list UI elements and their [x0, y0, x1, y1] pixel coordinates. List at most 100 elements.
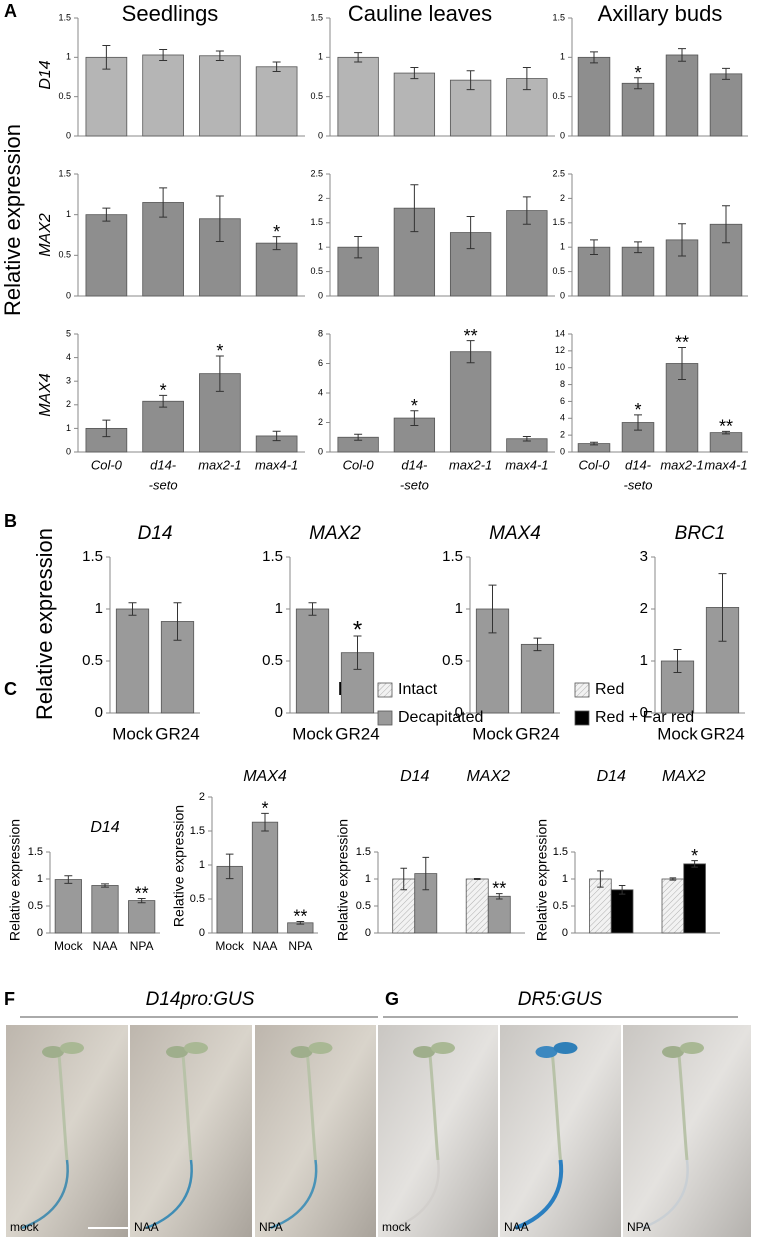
- y-tick-label: 0: [318, 130, 323, 140]
- y-tick-label: 0.5: [190, 893, 205, 905]
- bar: [255, 242, 298, 297]
- significance-label: *: [273, 222, 280, 242]
- bar: [621, 82, 655, 137]
- column-header: Cauline leaves: [348, 1, 492, 26]
- error-bar: [634, 77, 642, 90]
- chart-title: D14: [138, 523, 173, 544]
- significance-label: *: [411, 396, 418, 416]
- bar: [128, 900, 156, 934]
- legend-label: Red + Far red: [595, 709, 694, 726]
- y-tick-label: 0: [560, 446, 565, 456]
- bar: [54, 879, 82, 934]
- y-tick-label: 4: [318, 387, 323, 397]
- seedling-root: [641, 1159, 689, 1230]
- legend-swatch: [377, 710, 393, 726]
- seedling-root: [392, 1159, 440, 1230]
- y-axis-label: Relative expression: [0, 124, 25, 316]
- y-tick-label: 0.5: [553, 900, 568, 912]
- y-tick-label: 1: [560, 52, 565, 62]
- error-bar: [678, 48, 686, 62]
- error-bar: [159, 187, 168, 218]
- x-tick-label: NAA: [93, 939, 118, 953]
- bar: [487, 895, 511, 934]
- y-tick-label: 14: [555, 328, 565, 338]
- x-tick-label: Mock: [215, 939, 245, 953]
- panel-label: F: [4, 989, 15, 1009]
- x-tick-label: GR24: [515, 724, 559, 743]
- error-bar: [410, 67, 419, 80]
- significance-label: *: [353, 617, 362, 644]
- legend-swatch: [574, 710, 590, 726]
- bar: [255, 66, 298, 137]
- x-tick-label: Col-0: [343, 457, 375, 472]
- y-tick-label: 0.5: [28, 900, 43, 912]
- image-label: mock: [382, 1220, 412, 1234]
- y-tick-label: 1.5: [58, 168, 71, 178]
- panel-label: A: [4, 1, 17, 21]
- y-tick-label: 1.5: [310, 12, 323, 22]
- y-tick-label: 1: [640, 652, 648, 669]
- x-tick-label: Mock: [657, 724, 698, 743]
- x-tick-label: NAA: [253, 939, 278, 953]
- y-tick-label: 0.5: [310, 91, 323, 101]
- y-axis-label: Relative expression: [32, 528, 57, 720]
- cotyledon: [308, 1042, 333, 1054]
- y-tick-label: 1: [318, 242, 323, 252]
- legend-label: Red: [595, 681, 624, 698]
- seedling-root: [270, 1159, 318, 1230]
- error-bar: [354, 433, 363, 441]
- error-bar: [101, 883, 109, 888]
- y-tick-label: 0: [66, 290, 71, 300]
- error-bar: [522, 196, 531, 225]
- y-tick-label: 0.5: [356, 900, 371, 912]
- error-bar: [215, 355, 224, 392]
- error-bar: [354, 235, 363, 259]
- y-tick-label: 1.5: [28, 846, 43, 858]
- y-tick-label: 10: [555, 362, 565, 372]
- y-tick-label: 0: [37, 927, 43, 939]
- y-tick-label: 2: [560, 193, 565, 203]
- chart-title: MAX2: [309, 523, 361, 544]
- significance-label: **: [675, 333, 689, 353]
- x-tick-label: Col-0: [578, 457, 610, 472]
- cotyledon: [290, 1046, 313, 1058]
- x-tick-label: -seto: [400, 477, 429, 492]
- y-tick-label: 0.5: [310, 266, 323, 276]
- row-label: MAX2: [37, 213, 54, 257]
- y-tick-label: 4: [560, 413, 565, 423]
- cotyledon: [166, 1046, 188, 1058]
- y-tick-label: 8: [560, 379, 565, 389]
- error-bar: [678, 346, 686, 381]
- y-tick-label: 1.5: [356, 846, 371, 858]
- error-bar: [522, 436, 531, 442]
- seedling-root: [514, 1159, 564, 1230]
- significance-label: **: [719, 417, 733, 437]
- y-tick-label: 3: [66, 376, 71, 386]
- y-axis-label: Relative expression: [7, 819, 23, 941]
- cotyledon: [680, 1042, 704, 1054]
- y-tick-label: 0: [640, 704, 648, 721]
- error-bar: [400, 867, 408, 891]
- y-tick-label: 0: [560, 290, 565, 300]
- error-bar: [261, 812, 269, 832]
- bar: [295, 608, 330, 714]
- cotyledon: [184, 1042, 208, 1054]
- error-bar: [102, 207, 111, 222]
- y-tick-label: 1.5: [262, 548, 283, 565]
- bar: [115, 608, 150, 714]
- bar: [393, 417, 436, 453]
- y-tick-label: 3: [640, 548, 648, 565]
- y-tick-label: 0: [66, 130, 71, 140]
- legend-swatch: [377, 682, 393, 698]
- y-axis-label: Relative expression: [335, 819, 351, 941]
- bar: [449, 351, 492, 453]
- x-tick-label: max2-1: [198, 457, 241, 472]
- error-bar: [618, 884, 626, 895]
- error-bar: [590, 51, 598, 64]
- x-tick-label: NPA: [288, 939, 312, 953]
- row-label: D14: [37, 60, 54, 89]
- photo: [378, 1025, 498, 1237]
- x-tick-label: GR24: [335, 724, 379, 743]
- y-tick-label: 0: [66, 446, 71, 456]
